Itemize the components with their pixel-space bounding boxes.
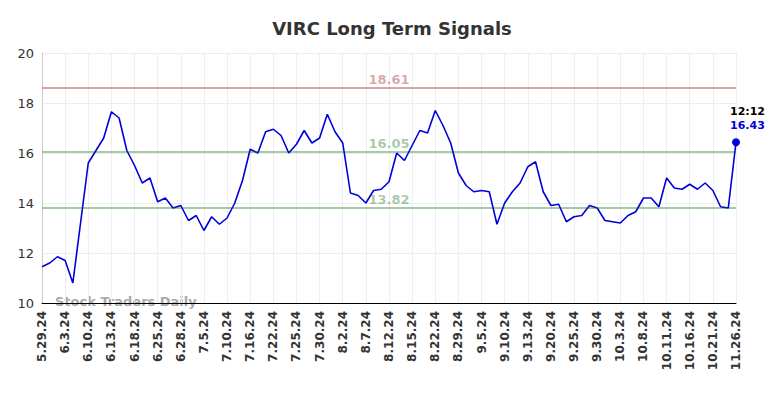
- svg-text:9.25.24: 9.25.24: [567, 311, 581, 362]
- svg-text:20: 20: [17, 46, 34, 61]
- svg-text:14: 14: [17, 196, 34, 211]
- svg-text:7.10.24: 7.10.24: [220, 311, 234, 362]
- svg-text:13.82: 13.82: [368, 192, 409, 207]
- svg-text:7.22.24: 7.22.24: [266, 311, 280, 362]
- svg-text:Stock Traders Daily: Stock Traders Daily: [55, 294, 197, 309]
- svg-text:8.22.24: 8.22.24: [428, 311, 442, 362]
- svg-text:8.12.24: 8.12.24: [382, 311, 396, 362]
- svg-text:10.21.24: 10.21.24: [706, 311, 720, 370]
- svg-text:16.43: 16.43: [730, 119, 765, 132]
- svg-text:10.11.24: 10.11.24: [660, 311, 674, 370]
- svg-text:6.25.24: 6.25.24: [151, 311, 165, 362]
- svg-text:16.05: 16.05: [368, 136, 409, 151]
- svg-text:10.16.24: 10.16.24: [683, 311, 697, 370]
- svg-text:6.13.24: 6.13.24: [104, 311, 118, 362]
- svg-text:10.3.24: 10.3.24: [613, 311, 627, 362]
- svg-text:7.30.24: 7.30.24: [313, 311, 327, 362]
- svg-text:12: 12: [17, 246, 34, 261]
- svg-text:9.13.24: 9.13.24: [521, 311, 535, 362]
- svg-text:5.29.24: 5.29.24: [35, 311, 49, 362]
- svg-text:8.7.24: 8.7.24: [359, 311, 373, 354]
- svg-text:8.15.24: 8.15.24: [405, 311, 419, 362]
- svg-text:11.26.24: 11.26.24: [729, 311, 743, 370]
- svg-text:12:12: 12:12: [730, 105, 765, 118]
- svg-text:10.8.24: 10.8.24: [636, 311, 650, 362]
- svg-text:16: 16: [17, 146, 34, 161]
- svg-text:9.30.24: 9.30.24: [590, 311, 604, 362]
- svg-text:7.5.24: 7.5.24: [197, 311, 211, 354]
- svg-text:6.3.24: 6.3.24: [58, 311, 72, 354]
- svg-text:18.61: 18.61: [368, 72, 409, 87]
- svg-text:7.25.24: 7.25.24: [289, 311, 303, 362]
- svg-text:7.16.24: 7.16.24: [243, 311, 257, 362]
- svg-text:6.28.24: 6.28.24: [174, 311, 188, 362]
- svg-text:18: 18: [17, 96, 34, 111]
- svg-text:8.2.24: 8.2.24: [336, 311, 350, 354]
- svg-text:10: 10: [17, 296, 34, 311]
- svg-text:VIRC Long Term Signals: VIRC Long Term Signals: [272, 18, 512, 39]
- svg-text:6.10.24: 6.10.24: [81, 311, 95, 362]
- svg-text:9.5.24: 9.5.24: [475, 311, 489, 354]
- svg-text:9.20.24: 9.20.24: [544, 311, 558, 362]
- svg-text:8.29.24: 8.29.24: [451, 311, 465, 362]
- svg-text:6.18.24: 6.18.24: [128, 311, 142, 362]
- svg-text:9.10.24: 9.10.24: [498, 311, 512, 362]
